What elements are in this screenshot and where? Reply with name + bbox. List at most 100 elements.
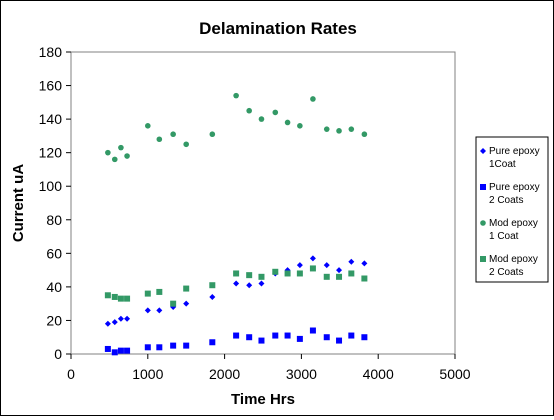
data-point [209,282,216,289]
data-point [361,260,368,267]
data-point [272,332,279,339]
data-point [296,335,303,342]
data-point [144,290,151,297]
legend-label: Pure epoxy 2 Coats [489,182,540,206]
data-point [348,332,355,339]
data-point [309,265,316,272]
data-point [233,270,240,277]
data-point [348,270,355,277]
data-point [297,123,303,129]
data-point [156,307,163,314]
data-point [323,273,330,280]
data-point [258,273,265,280]
y-tick-label: 40 [46,279,62,295]
data-point [156,288,163,295]
y-tick-label: 80 [46,212,62,228]
x-tick-label: 1000 [132,366,163,382]
data-point [124,295,131,302]
data-point [284,332,291,339]
data-point [117,295,124,302]
legend-item: Pure epoxy 1Coat [480,146,540,170]
data-point [156,344,163,351]
legend-marker [480,148,486,154]
data-point [209,339,216,346]
data-point [233,92,239,99]
y-tick-label: 20 [46,312,62,328]
legend-box [475,136,549,283]
data-point [258,337,265,344]
legend-marker [480,184,486,190]
data-point [246,282,253,289]
x-tick-label: 5000 [439,366,470,382]
data-point [336,337,343,344]
data-point [258,280,265,287]
data-point [183,285,190,292]
x-tick-label: 3000 [286,366,317,382]
data-point [272,109,279,116]
y-tick-label: 120 [39,145,63,161]
data-point [296,262,303,269]
data-point [105,149,111,156]
y-tick-label: 100 [39,178,63,194]
y-tick-label: 0 [54,346,62,362]
x-tick-label: 2000 [209,366,240,382]
legend-item: Mod epoxy 1 Coat [480,218,538,242]
data-point [183,141,189,148]
data-point [111,349,118,356]
data-point [361,334,368,341]
legend-label: Pure epoxy 1Coat [489,146,540,170]
data-point [117,315,124,322]
data-point [170,300,177,307]
data-point [124,347,131,354]
data-point [124,153,130,159]
legend: Pure epoxy 1Coat Pure epoxy 2 Coats Mod epox… [475,136,549,283]
data-point [348,258,355,265]
data-point [309,255,316,262]
data-point [323,262,330,269]
y-tick-label: 140 [39,111,63,127]
data-points [104,92,368,356]
data-point [361,275,368,282]
legend-marker [480,256,486,262]
data-point [118,144,124,151]
data-point [323,334,330,341]
y-tick-label: 60 [46,245,62,261]
data-point [272,268,279,275]
data-point [309,327,316,334]
data-point [336,128,342,134]
x-tick-label: 0 [67,366,75,382]
chart-title: Delamination Rates [199,19,357,38]
series-4 [104,265,368,307]
data-point [284,119,291,126]
data-point [348,126,355,132]
data-point [258,116,265,122]
data-point [209,293,216,300]
data-point [117,347,124,354]
data-point [233,280,240,287]
data-point [323,126,330,132]
data-point [156,136,163,143]
legend-marker [480,220,486,226]
data-point [111,319,118,326]
data-point [246,107,252,114]
data-point [233,332,240,339]
data-point [296,270,303,277]
data-point [144,344,151,351]
y-tick-label: 180 [39,44,63,60]
data-point [336,273,343,280]
data-point [310,96,316,102]
data-point [104,292,111,299]
axes: 0 20 40 60 80 100 120 140 160 180 0 1000 2000 3000 400… [39,44,471,382]
data-point [336,267,343,274]
data-point [170,342,177,349]
data-point [246,334,253,341]
data-point [104,320,111,327]
y-axis-label: Current uA [10,164,27,243]
data-point [104,345,111,352]
x-axis-label: Time Hrs [231,391,295,408]
plot-area [70,51,456,355]
legend-item: Mod epoxy 2 Coats [480,254,538,278]
legend-label: Mod epoxy 1 Coat [489,218,538,242]
data-point [284,270,291,277]
